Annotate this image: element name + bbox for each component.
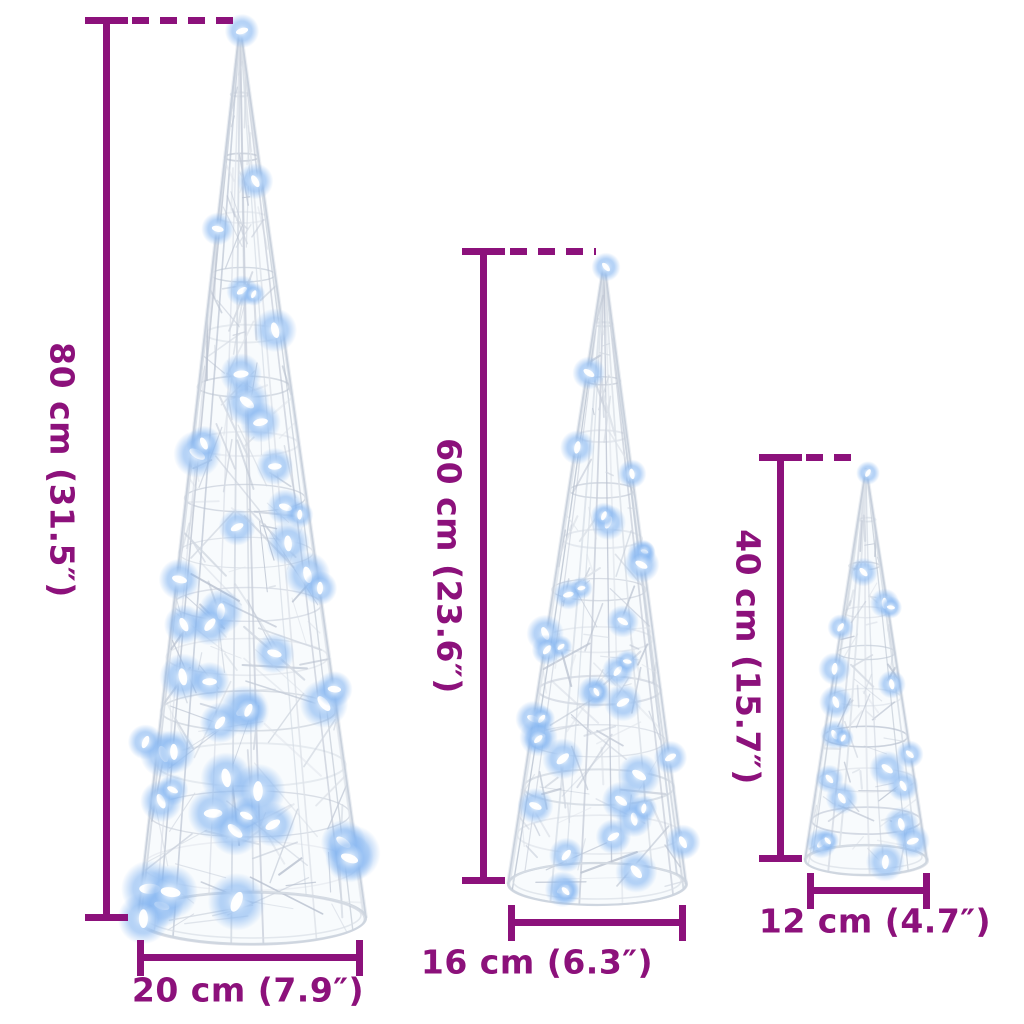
- large-cone-width-left-tick: [137, 940, 144, 976]
- medium-cone-height-label: 60 cm (23.6″): [429, 438, 469, 694]
- medium-cone-height-top-tick: [462, 248, 505, 255]
- medium-cone-top-dashed-line: [510, 248, 596, 255]
- small-cone-height-top-tick: [759, 454, 802, 461]
- large-cone-height-top-tick: [85, 17, 128, 24]
- small-cone-height-line: [777, 454, 784, 862]
- medium-cone-width-label: 16 cm (6.3″): [420, 942, 654, 982]
- medium-cone-width-left-tick: [508, 905, 515, 941]
- small-cone-graphic: [803, 461, 930, 882]
- small-cone-width-line: [807, 887, 930, 894]
- medium-cone-height-line: [480, 248, 487, 884]
- large-cone-width-label: 20 cm (7.9″): [131, 970, 365, 1010]
- small-cone-width-right-tick: [923, 873, 930, 909]
- small-cone-width-left-tick: [807, 873, 814, 909]
- small-cone-width-label: 12 cm (4.7″): [758, 901, 992, 941]
- large-cone-graphic: [117, 13, 381, 946]
- large-cone-top-dashed-line: [132, 17, 236, 24]
- medium-cone-height-bottom-tick: [462, 877, 505, 884]
- large-cone-height-line: [103, 17, 110, 921]
- small-cone-height-label: 40 cm (15.7″): [728, 529, 768, 785]
- medium-cone-graphic: [506, 252, 701, 908]
- large-cone-width-right-tick: [356, 940, 363, 976]
- large-cone-width-line: [137, 954, 363, 961]
- medium-cone-width-right-tick: [679, 905, 686, 941]
- large-cone-height-label: 80 cm (31.5″): [42, 342, 82, 598]
- large-cone-height-bottom-tick: [85, 914, 128, 921]
- small-cone-top-dashed-line: [806, 454, 861, 461]
- medium-cone-width-line: [508, 919, 686, 926]
- small-cone-height-bottom-tick: [759, 855, 802, 862]
